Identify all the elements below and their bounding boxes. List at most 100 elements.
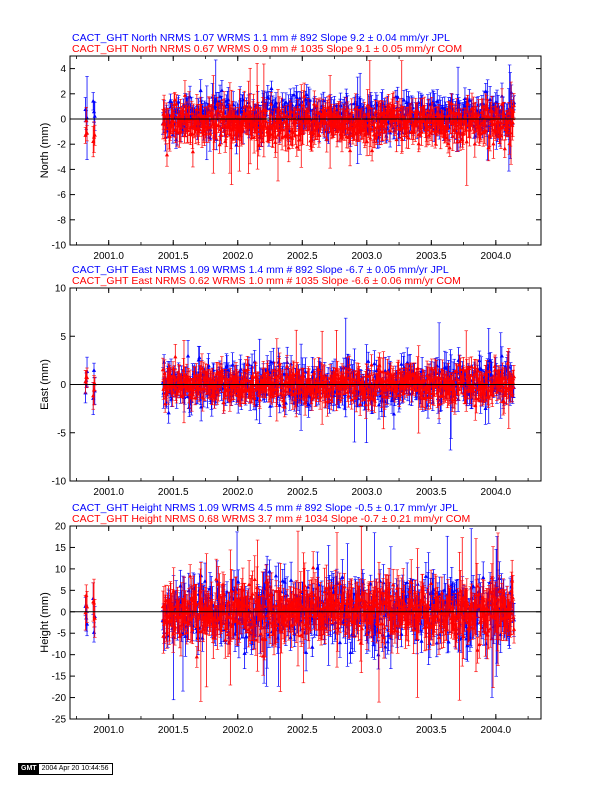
data-point bbox=[186, 104, 192, 109]
data-point bbox=[501, 113, 506, 117]
data-point bbox=[455, 139, 460, 144]
data-point bbox=[476, 102, 481, 107]
data-point bbox=[181, 111, 186, 116]
data-point bbox=[300, 131, 305, 135]
data-point bbox=[242, 103, 247, 108]
data-point bbox=[266, 95, 271, 100]
data-point bbox=[83, 133, 88, 137]
x-tick-label: 2001.5 bbox=[158, 251, 189, 262]
data-point bbox=[365, 102, 370, 107]
data-point bbox=[461, 130, 466, 135]
data-point bbox=[345, 118, 350, 123]
data-point bbox=[197, 127, 202, 132]
data-point bbox=[234, 142, 239, 147]
y-axis-label: North (mm) bbox=[39, 123, 51, 179]
data-point bbox=[369, 148, 375, 153]
data-point bbox=[464, 139, 469, 144]
header-line-jpl: CACT_GHT North NRMS 1.07 WRMS 1.1 mm # 8… bbox=[72, 32, 450, 44]
data-point bbox=[415, 108, 420, 112]
panel-north: CACT_GHT North NRMS 1.07 WRMS 1.1 mm # 8… bbox=[39, 32, 542, 262]
data-point bbox=[286, 145, 291, 150]
y-tick-label: 4 bbox=[60, 64, 66, 75]
data-point bbox=[372, 125, 377, 130]
data-point bbox=[486, 145, 491, 150]
header-line-com: CACT_GHT North NRMS 0.67 WRMS 0.9 mm # 1… bbox=[72, 43, 462, 55]
data-point bbox=[221, 104, 227, 109]
data-point bbox=[446, 112, 451, 117]
data-point bbox=[226, 97, 231, 102]
data-point bbox=[324, 137, 329, 141]
data-point bbox=[289, 109, 294, 114]
data-point bbox=[293, 132, 298, 137]
data-point bbox=[422, 108, 427, 113]
data-point bbox=[184, 111, 189, 116]
data-point bbox=[347, 148, 353, 153]
data-point bbox=[417, 131, 422, 136]
y-tick-label: -4 bbox=[57, 165, 66, 176]
data-point bbox=[486, 114, 492, 119]
series-com bbox=[83, 60, 516, 186]
data-point bbox=[511, 103, 516, 108]
data-point bbox=[189, 111, 194, 116]
data-point bbox=[295, 107, 300, 111]
data-point bbox=[312, 101, 317, 106]
y-tick-label: 0 bbox=[60, 115, 66, 126]
data-point bbox=[190, 149, 195, 154]
data-point bbox=[304, 92, 309, 97]
data-point bbox=[84, 130, 90, 135]
data-point bbox=[472, 141, 477, 146]
data-point bbox=[273, 135, 278, 139]
data-point bbox=[393, 118, 399, 122]
data-point bbox=[269, 86, 274, 91]
data-point bbox=[506, 124, 511, 129]
data-point bbox=[409, 109, 415, 114]
data-point bbox=[406, 135, 411, 140]
data-point bbox=[240, 126, 245, 131]
data-point bbox=[309, 133, 314, 138]
data-point bbox=[487, 133, 493, 138]
data-point bbox=[251, 107, 256, 111]
data-point bbox=[161, 106, 167, 111]
data-point bbox=[283, 99, 289, 104]
data-point bbox=[440, 105, 445, 109]
data-point bbox=[508, 130, 513, 135]
data-point bbox=[174, 101, 179, 106]
data-point bbox=[216, 123, 221, 127]
data-point bbox=[362, 112, 367, 117]
data-point bbox=[171, 122, 176, 127]
data-point bbox=[363, 121, 368, 126]
y-tick-label: -6 bbox=[57, 190, 66, 201]
data-point bbox=[181, 121, 186, 126]
data-point bbox=[291, 92, 297, 97]
header-line-com: CACT_GHT East NRMS 0.62 WRMS 1.0 mm # 10… bbox=[72, 275, 461, 287]
data-point bbox=[397, 107, 403, 112]
data-point bbox=[280, 127, 286, 132]
data-point bbox=[478, 131, 484, 136]
data-point bbox=[167, 133, 172, 138]
data-point bbox=[377, 132, 382, 137]
data-point bbox=[224, 133, 229, 138]
data-point bbox=[168, 98, 173, 103]
data-point bbox=[176, 99, 181, 104]
data-point bbox=[368, 126, 374, 131]
data-point bbox=[219, 88, 225, 93]
data-point bbox=[447, 107, 452, 112]
x-tick-label: 2002.0 bbox=[222, 251, 253, 262]
x-tick-label: 2002.5 bbox=[287, 251, 318, 262]
data-point bbox=[210, 106, 215, 111]
data-point bbox=[296, 137, 302, 142]
data-point bbox=[383, 129, 388, 133]
data-point bbox=[282, 112, 287, 117]
data-point bbox=[426, 133, 432, 137]
data-point bbox=[198, 88, 203, 93]
data-point bbox=[394, 137, 399, 142]
data-point bbox=[246, 124, 251, 129]
data-point bbox=[271, 122, 277, 127]
data-point bbox=[176, 114, 181, 118]
data-point bbox=[317, 133, 322, 137]
data-point bbox=[273, 100, 279, 105]
data-point bbox=[367, 121, 372, 126]
data-point bbox=[236, 115, 242, 120]
data-point bbox=[92, 113, 97, 118]
